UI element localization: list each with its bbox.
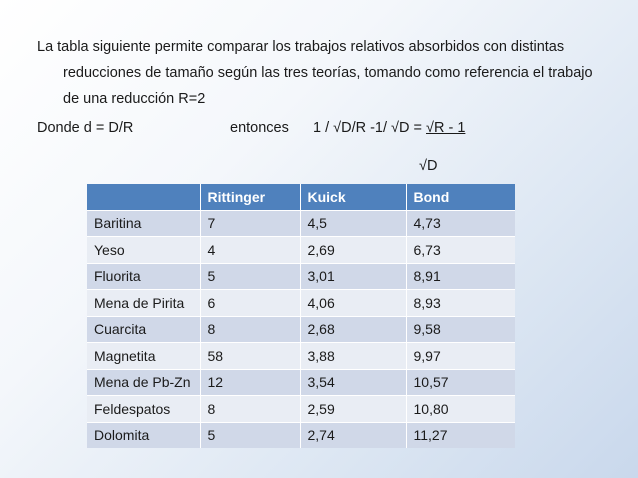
- formula-middle: entonces: [230, 120, 289, 136]
- table-row: Cuarcita 8 2,68 9,58: [87, 315, 515, 343]
- cell-rittinger: 58: [200, 342, 301, 369]
- cell-material: Magnetita: [87, 342, 201, 369]
- cell-bond: 4,73: [406, 209, 515, 237]
- intro-line-1: La tabla siguiente permite comparar los …: [37, 39, 565, 55]
- cell-rittinger: 5: [200, 421, 301, 448]
- cell-kuick: 3,88: [300, 342, 407, 369]
- header-cell-kuick: Kuick: [300, 184, 407, 210]
- cell-material: Cuarcita: [87, 315, 201, 343]
- header-cell-blank: [87, 184, 201, 210]
- cell-material: Feldespatos: [87, 395, 201, 422]
- cell-bond: 11,27: [406, 421, 515, 448]
- header-cell-bond: Bond: [406, 184, 515, 210]
- table-row: Dolomita 5 2,74 11,27: [87, 421, 515, 448]
- cell-rittinger: 4: [200, 236, 301, 263]
- cell-rittinger: 5: [200, 262, 301, 290]
- cell-rittinger: 8: [200, 315, 301, 343]
- comparison-table: Rittinger Kuick Bond Baritina 7 4,5 4,73 Yes…: [87, 184, 515, 448]
- table-header-row: Rittinger Kuick Bond: [87, 184, 515, 210]
- formula-result: √R - 1: [426, 120, 466, 136]
- cell-bond: 9,58: [406, 315, 515, 343]
- cell-rittinger: 7: [200, 209, 301, 237]
- intro-paragraph: La tabla siguiente permite comparar los …: [37, 34, 617, 112]
- cell-kuick: 3,54: [300, 368, 407, 396]
- header-cell-rittinger: Rittinger: [200, 184, 301, 210]
- table-row: Magnetita 58 3,88 9,97: [87, 342, 515, 369]
- cell-bond: 6,73: [406, 236, 515, 263]
- cell-kuick: 2,69: [300, 236, 407, 263]
- cell-kuick: 2,74: [300, 421, 407, 448]
- cell-kuick: 2,68: [300, 315, 407, 343]
- formula-denominator: √D: [419, 158, 438, 174]
- cell-bond: 10,57: [406, 368, 515, 396]
- cell-material: Mena de Pb-Zn: [87, 368, 201, 396]
- table-row: Yeso 4 2,69 6,73: [87, 236, 515, 263]
- formula-left: Donde d = D/R: [37, 120, 134, 136]
- cell-rittinger: 12: [200, 368, 301, 396]
- cell-kuick: 3,01: [300, 262, 407, 290]
- intro-line-2: reducciones de tamaño según las tres teo…: [63, 65, 593, 81]
- cell-material: Mena de Pirita: [87, 289, 201, 316]
- cell-bond: 9,97: [406, 342, 515, 369]
- cell-kuick: 4,06: [300, 289, 407, 316]
- cell-rittinger: 8: [200, 395, 301, 422]
- formula-expression: 1 / √D/R -1/ √D = √R - 1: [313, 120, 465, 136]
- cell-bond: 10,80: [406, 395, 515, 422]
- intro-line-3: de una reducción R=2: [63, 91, 206, 107]
- table-row: Baritina 7 4,5 4,73: [87, 209, 515, 237]
- cell-material: Yeso: [87, 236, 201, 263]
- cell-kuick: 4,5: [300, 209, 407, 237]
- cell-material: Dolomita: [87, 421, 201, 448]
- cell-kuick: 2,59: [300, 395, 407, 422]
- formula-expr: 1 / √D/R -1/ √D =: [313, 120, 427, 136]
- table-row: Feldespatos 8 2,59 10,80: [87, 395, 515, 422]
- table-row: Fluorita 5 3,01 8,91: [87, 262, 515, 290]
- table-row: Mena de Pirita 6 4,06 8,93: [87, 289, 515, 316]
- cell-bond: 8,93: [406, 289, 515, 316]
- cell-bond: 8,91: [406, 262, 515, 290]
- cell-material: Fluorita: [87, 262, 201, 290]
- cell-material: Baritina: [87, 209, 201, 237]
- table-row: Mena de Pb-Zn 12 3,54 10,57: [87, 368, 515, 396]
- cell-rittinger: 6: [200, 289, 301, 316]
